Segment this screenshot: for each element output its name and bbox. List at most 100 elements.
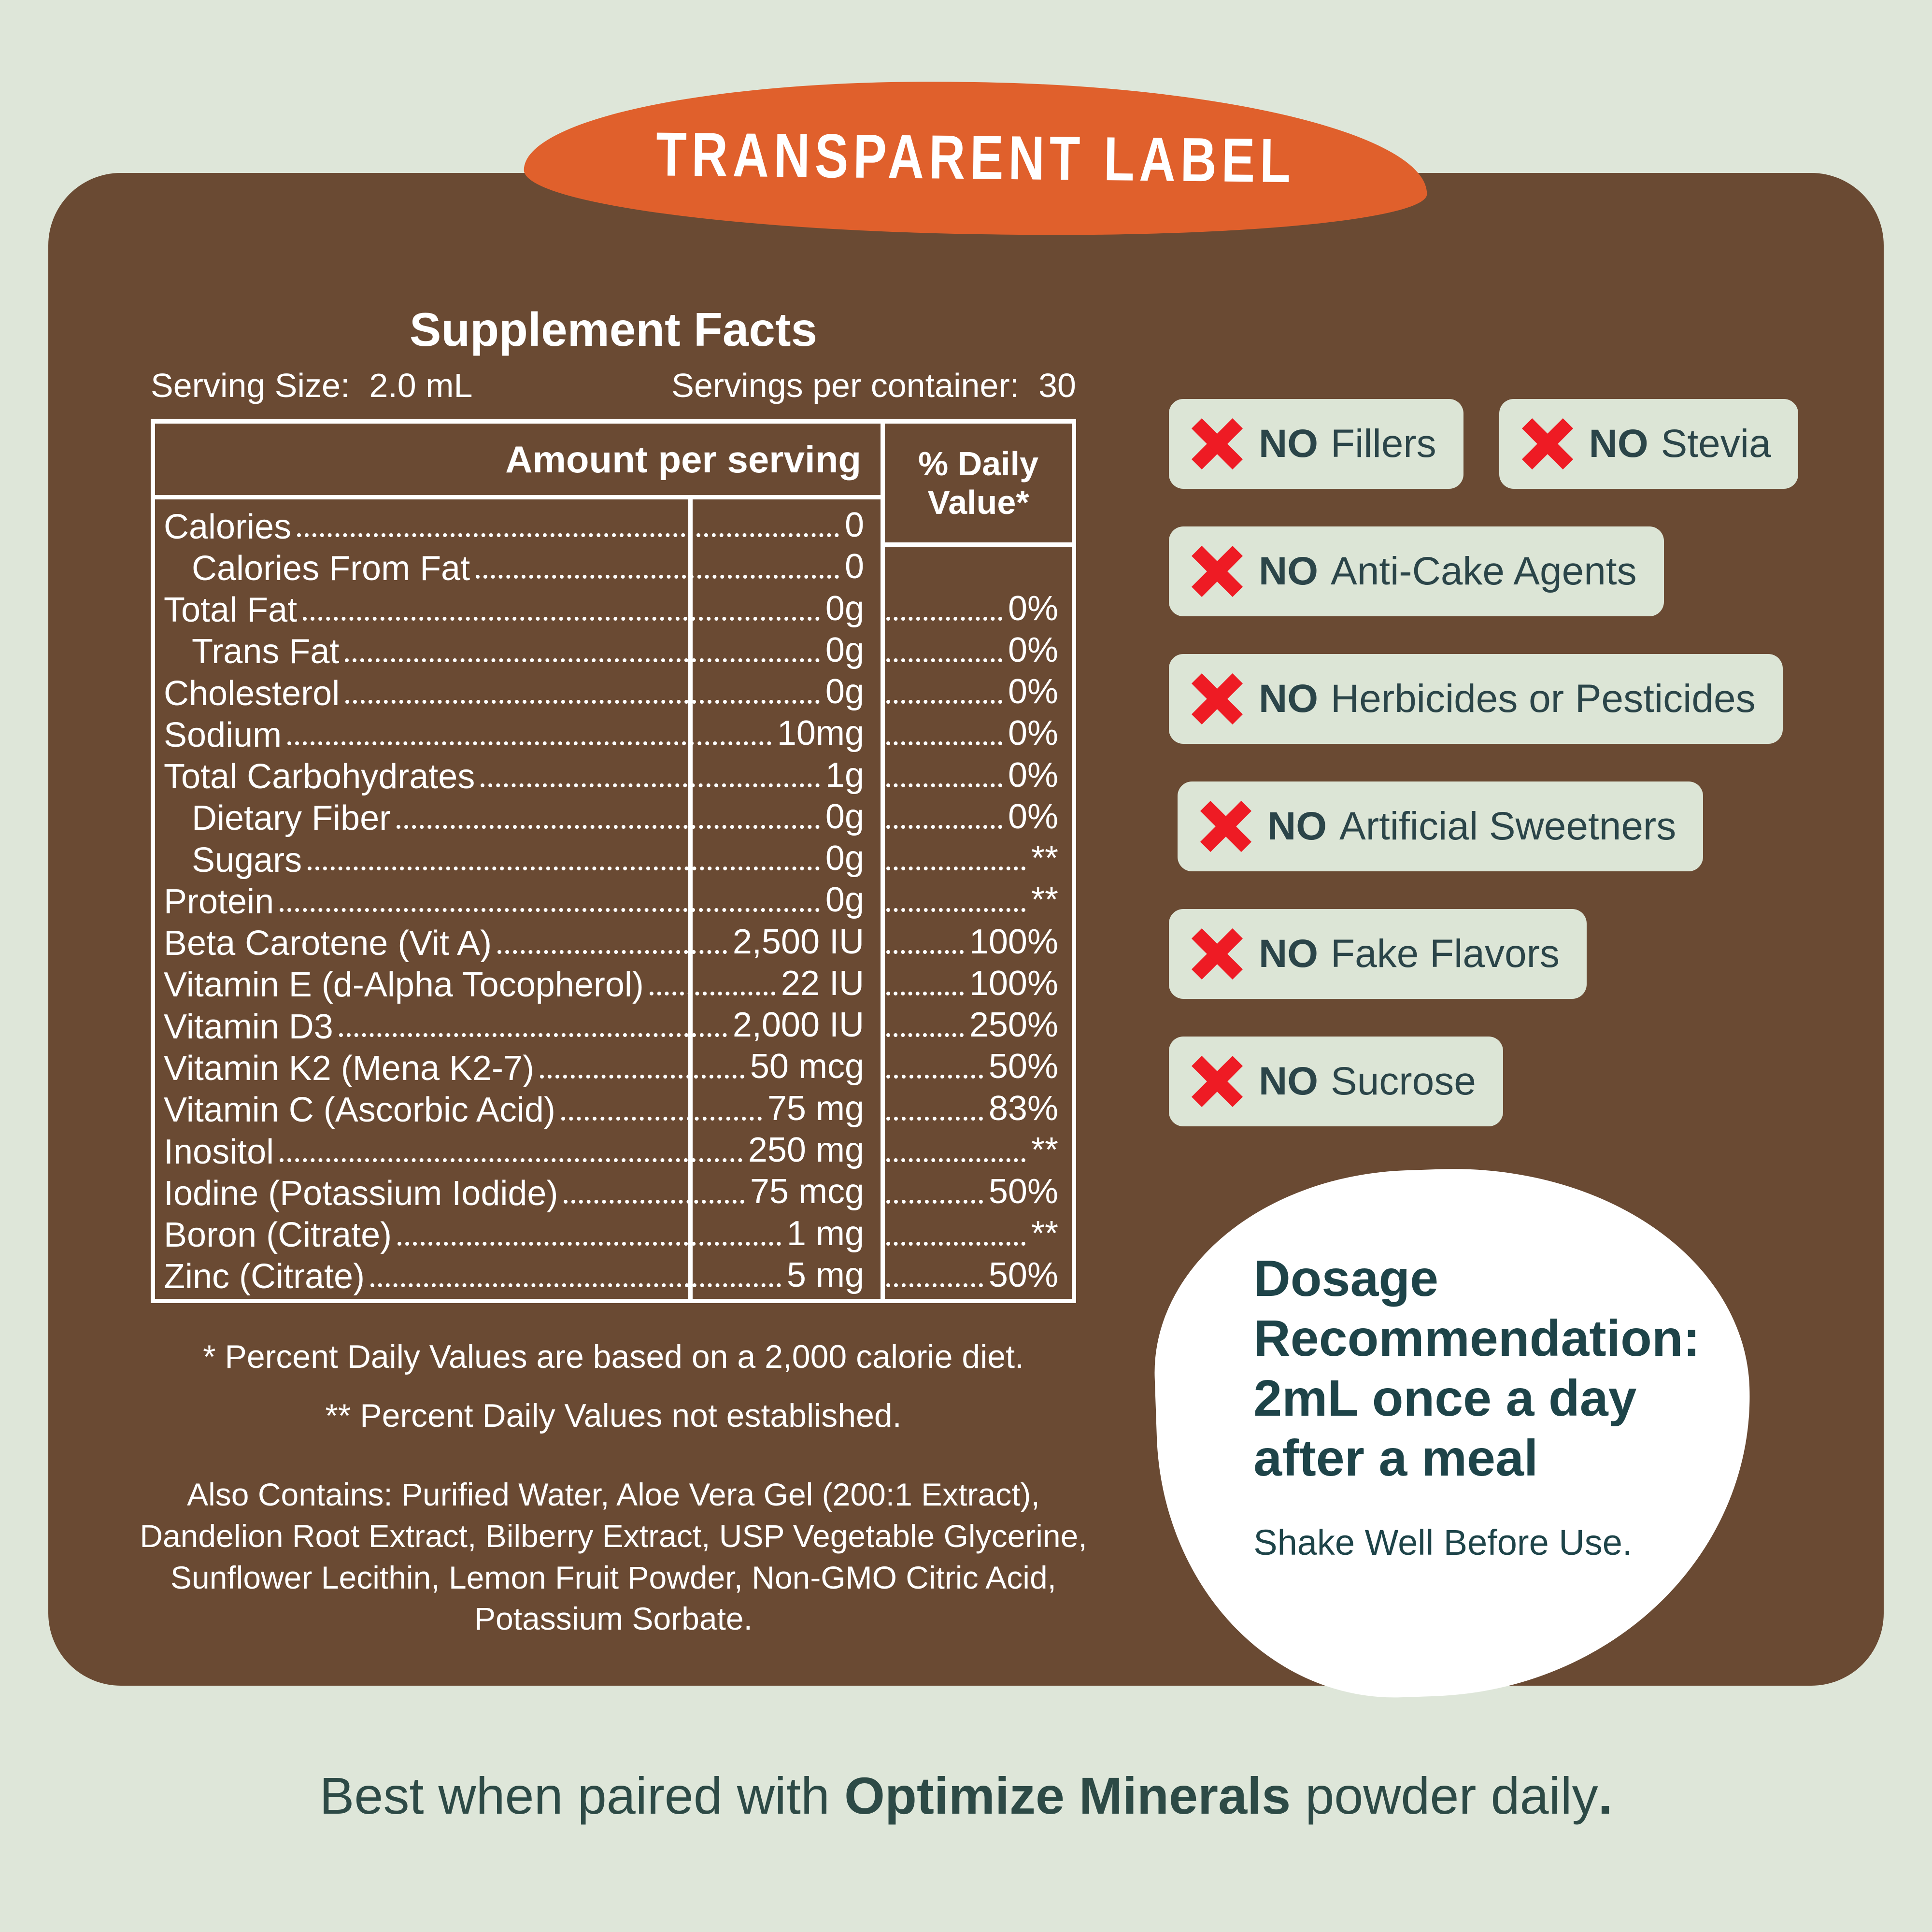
dotted-leader (481, 783, 820, 787)
nutrient-amount: 0g (825, 881, 864, 920)
dotted-leader (561, 1116, 762, 1121)
red-x-icon (1526, 423, 1569, 465)
badge-no-text: NO (1259, 549, 1318, 593)
table-row: Iodine (Potassium Iodide) 75 mcg 50% (155, 1170, 1072, 1211)
dotted-leader (564, 1200, 744, 1204)
also-contains-text: Also Contains: Purified Water, Aloe Vera… (140, 1477, 1087, 1637)
dotted-leader (886, 1116, 983, 1121)
no-badge: NO Anti-Cake Agents (1169, 526, 1664, 616)
nutrient-amount: 2,500 IU (732, 922, 864, 961)
footnote-not-established: ** Percent Daily Values not established. (325, 1397, 902, 1434)
nutrient-name: Total Carbohydrates (164, 757, 475, 796)
table-row: Beta Carotene (Vit A) 2,500 IU 100% (155, 920, 1072, 962)
nutrient-amount: 0g (825, 630, 864, 669)
row-dv-cell: 0% (881, 753, 1072, 795)
dotted-leader (886, 741, 1002, 746)
dotted-leader (370, 1283, 781, 1287)
no-badge: NO Sucrose (1169, 1037, 1503, 1126)
nutrient-amount: 0 (844, 506, 864, 544)
badge-no-text: NO (1259, 1059, 1318, 1103)
nutrient-name: Vitamin K2 (Mena K2-7) (164, 1049, 535, 1088)
dotted-leader (886, 1158, 1025, 1162)
row-dv-cell: 250% (881, 1003, 1072, 1045)
dotted-leader (886, 1200, 983, 1204)
footnote-daily-values: * Percent Daily Values are based on a 2,… (203, 1338, 1024, 1375)
no-badge: NO Fake Flavors (1169, 909, 1587, 999)
no-badge: NO Stevia (1499, 399, 1798, 489)
nutrient-name: Vitamin C (Ascorbic Acid) (164, 1091, 555, 1130)
nutrient-daily-value: 83% (988, 1089, 1058, 1128)
table-row: Total Carbohydrates 1g 0% (155, 753, 1072, 795)
supplement-facts-table: Amount per serving % Daily Value* Calori… (151, 419, 1076, 1303)
dotted-leader (398, 1241, 781, 1246)
dosage-note: Shake Well Before Use. (1253, 1522, 1633, 1563)
serving-info-line: Serving Size: 2.0 mL Servings per contain… (151, 366, 1076, 405)
table-row: Zinc (Citrate) 5 mg 50% (155, 1253, 1072, 1295)
badge-no-text: NO (1259, 932, 1318, 976)
nutrient-name: Beta Carotene (Vit A) (164, 924, 492, 963)
dotted-leader (886, 824, 1002, 829)
nutrient-name: Trans Fat (192, 632, 340, 671)
row-dv-cell: 50% (881, 1170, 1072, 1211)
nutrient-name: Inositol (164, 1132, 274, 1171)
dosage-content: Dosage Recommendation: 2mL once a day af… (1154, 1169, 1748, 1563)
row-main-cell: Protein 0g (155, 878, 881, 920)
footer-pairing-text: Best when paired with Optimize Minerals … (0, 1765, 1932, 1826)
row-main-cell: Iodine (Potassium Iodide) 75 mcg (155, 1170, 881, 1211)
badge-label: Artificial Sweetners (1339, 804, 1676, 848)
nutrient-daily-value: 100% (969, 922, 1058, 961)
badge-row: NO Fillers NO Stevia (1169, 399, 1798, 489)
table-row: Protein 0g ** (155, 878, 1072, 920)
footer-period: . (1598, 1766, 1613, 1825)
nutrient-name: Sodium (164, 715, 282, 754)
nutrient-amount: 0g (825, 797, 864, 836)
nutrient-name: Total Fat (164, 591, 298, 630)
badge-label: Anti-Cake Agents (1331, 549, 1637, 593)
no-badge: NO Artificial Sweetners (1178, 781, 1704, 871)
row-main-cell: Sugars 0g (155, 837, 881, 878)
table-row: Calories From Fat 0 (155, 545, 1072, 586)
nutrient-amount: 0g (825, 672, 864, 711)
nutrient-amount: 22 IU (781, 964, 864, 1003)
row-dv-cell: 0% (881, 628, 1072, 670)
nutrient-daily-value: 0% (1008, 589, 1058, 628)
nutrient-amount: 10mg (777, 714, 864, 753)
nutrient-daily-value: 250% (969, 1006, 1058, 1045)
nutrient-amount: 0g (825, 589, 864, 628)
row-main-cell: Calories From Fat 0 (155, 545, 881, 586)
row-dv-cell: 100% (881, 920, 1072, 962)
dotted-leader (540, 1075, 744, 1079)
row-main-cell: Trans Fat 0g (155, 628, 881, 670)
row-main-cell: Zinc (Citrate) 5 mg (155, 1253, 881, 1295)
nutrient-daily-value: 50% (988, 1172, 1058, 1211)
nutrient-name: Cholesterol (164, 674, 340, 713)
red-x-icon (1196, 933, 1238, 975)
dotted-leader (297, 533, 839, 537)
table-row: Sugars 0g ** (155, 837, 1072, 878)
dotted-leader (397, 824, 820, 829)
dotted-leader (886, 950, 964, 954)
nutrient-daily-value: 50% (988, 1255, 1058, 1294)
dotted-leader (497, 950, 727, 954)
table-row: Vitamin C (Ascorbic Acid) 75 mg 83% (155, 1087, 1072, 1128)
nutrient-name: Protein (164, 882, 274, 921)
serving-size: Serving Size: 2.0 mL (151, 366, 472, 405)
nutrient-daily-value: ** (1031, 1130, 1058, 1169)
badge-no-text: NO (1267, 804, 1327, 848)
dotted-leader (476, 575, 839, 579)
badge-no-text: NO (1259, 677, 1318, 721)
nutrient-daily-value: 0% (1008, 755, 1058, 795)
red-x-icon (1196, 423, 1238, 465)
serving-size-value: 2.0 mL (369, 367, 473, 404)
row-dv-cell: 0% (881, 670, 1072, 711)
nutrient-daily-value: 50% (988, 1047, 1058, 1086)
row-dv-cell: 50% (881, 1045, 1072, 1086)
dotted-leader (886, 783, 1002, 787)
nutrient-daily-value: 0% (1008, 630, 1058, 669)
nutrient-daily-value: 0% (1008, 797, 1058, 836)
footer-suffix: powder daily (1291, 1766, 1598, 1825)
daily-value-divider-line (885, 542, 1072, 547)
nutrient-amount: 75 mg (767, 1089, 864, 1128)
nutrient-daily-value: 100% (969, 964, 1058, 1003)
row-dv-cell: 0% (881, 711, 1072, 753)
